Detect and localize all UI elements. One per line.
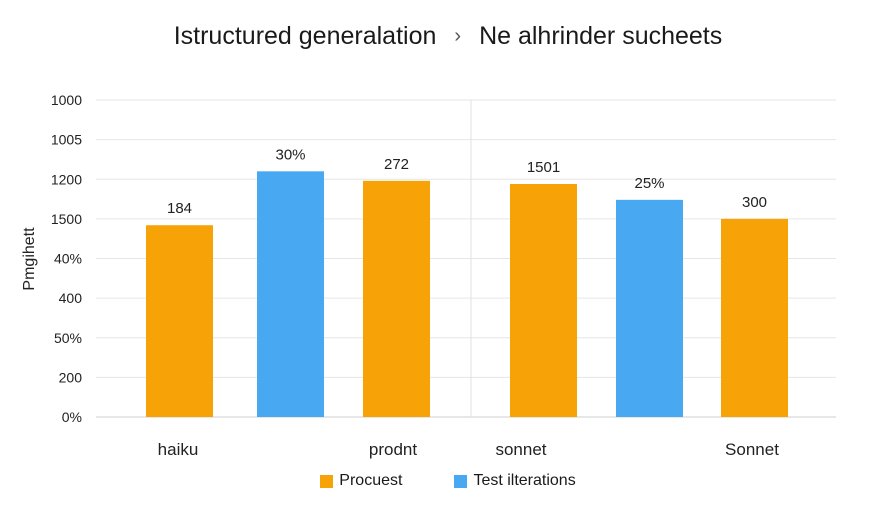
- y-tick-label: 400: [59, 290, 83, 306]
- y-tick-label: 1000: [51, 92, 82, 108]
- y-tick-label: 0%: [62, 409, 82, 425]
- bar: [616, 199, 683, 417]
- legend-label: Procuest: [339, 472, 403, 489]
- legend: Procuest Test ilterations: [0, 468, 896, 494]
- bar: [721, 218, 788, 417]
- bar-value-label: 184: [167, 200, 192, 217]
- bar-value-label: 272: [384, 156, 409, 173]
- legend-swatch: [454, 474, 468, 488]
- y-tick-label: 1005: [51, 132, 82, 148]
- y-tick-label: 1500: [51, 211, 82, 227]
- chevron-right-icon: ›: [454, 24, 462, 47]
- bar: [146, 225, 213, 417]
- y-tick-label: 50%: [54, 330, 82, 346]
- y-axis-label: Pmgihett: [21, 227, 38, 291]
- chart-title: Istructured generalation: [173, 21, 437, 50]
- bar: [257, 171, 324, 417]
- chart-title-row: Istructured generalation › Ne alhrinder …: [0, 18, 896, 54]
- bar-value-label: 25%: [634, 175, 664, 192]
- legend-entry: Procuest: [320, 472, 402, 490]
- y-tick-label: 200: [59, 369, 83, 385]
- chart-subtitle: Ne alhrinder sucheets: [479, 21, 723, 50]
- legend-swatch: [320, 474, 334, 488]
- x-category-label: sonnet: [495, 440, 546, 459]
- y-tick-label: 1200: [51, 171, 82, 187]
- y-tick-label: 40%: [54, 251, 82, 267]
- bar: [510, 184, 577, 417]
- bar: [363, 180, 430, 417]
- bar-value-label: 1501: [527, 159, 560, 176]
- legend-entry: Test ilterations: [454, 472, 576, 490]
- x-category-label: prodnt: [369, 440, 417, 459]
- bar-value-label: 30%: [275, 146, 305, 163]
- legend-label: Test ilterations: [473, 472, 576, 489]
- x-category-label: haiku: [158, 440, 199, 459]
- bar-value-label: 300: [742, 194, 767, 211]
- x-category-label: Sonnet: [725, 440, 779, 459]
